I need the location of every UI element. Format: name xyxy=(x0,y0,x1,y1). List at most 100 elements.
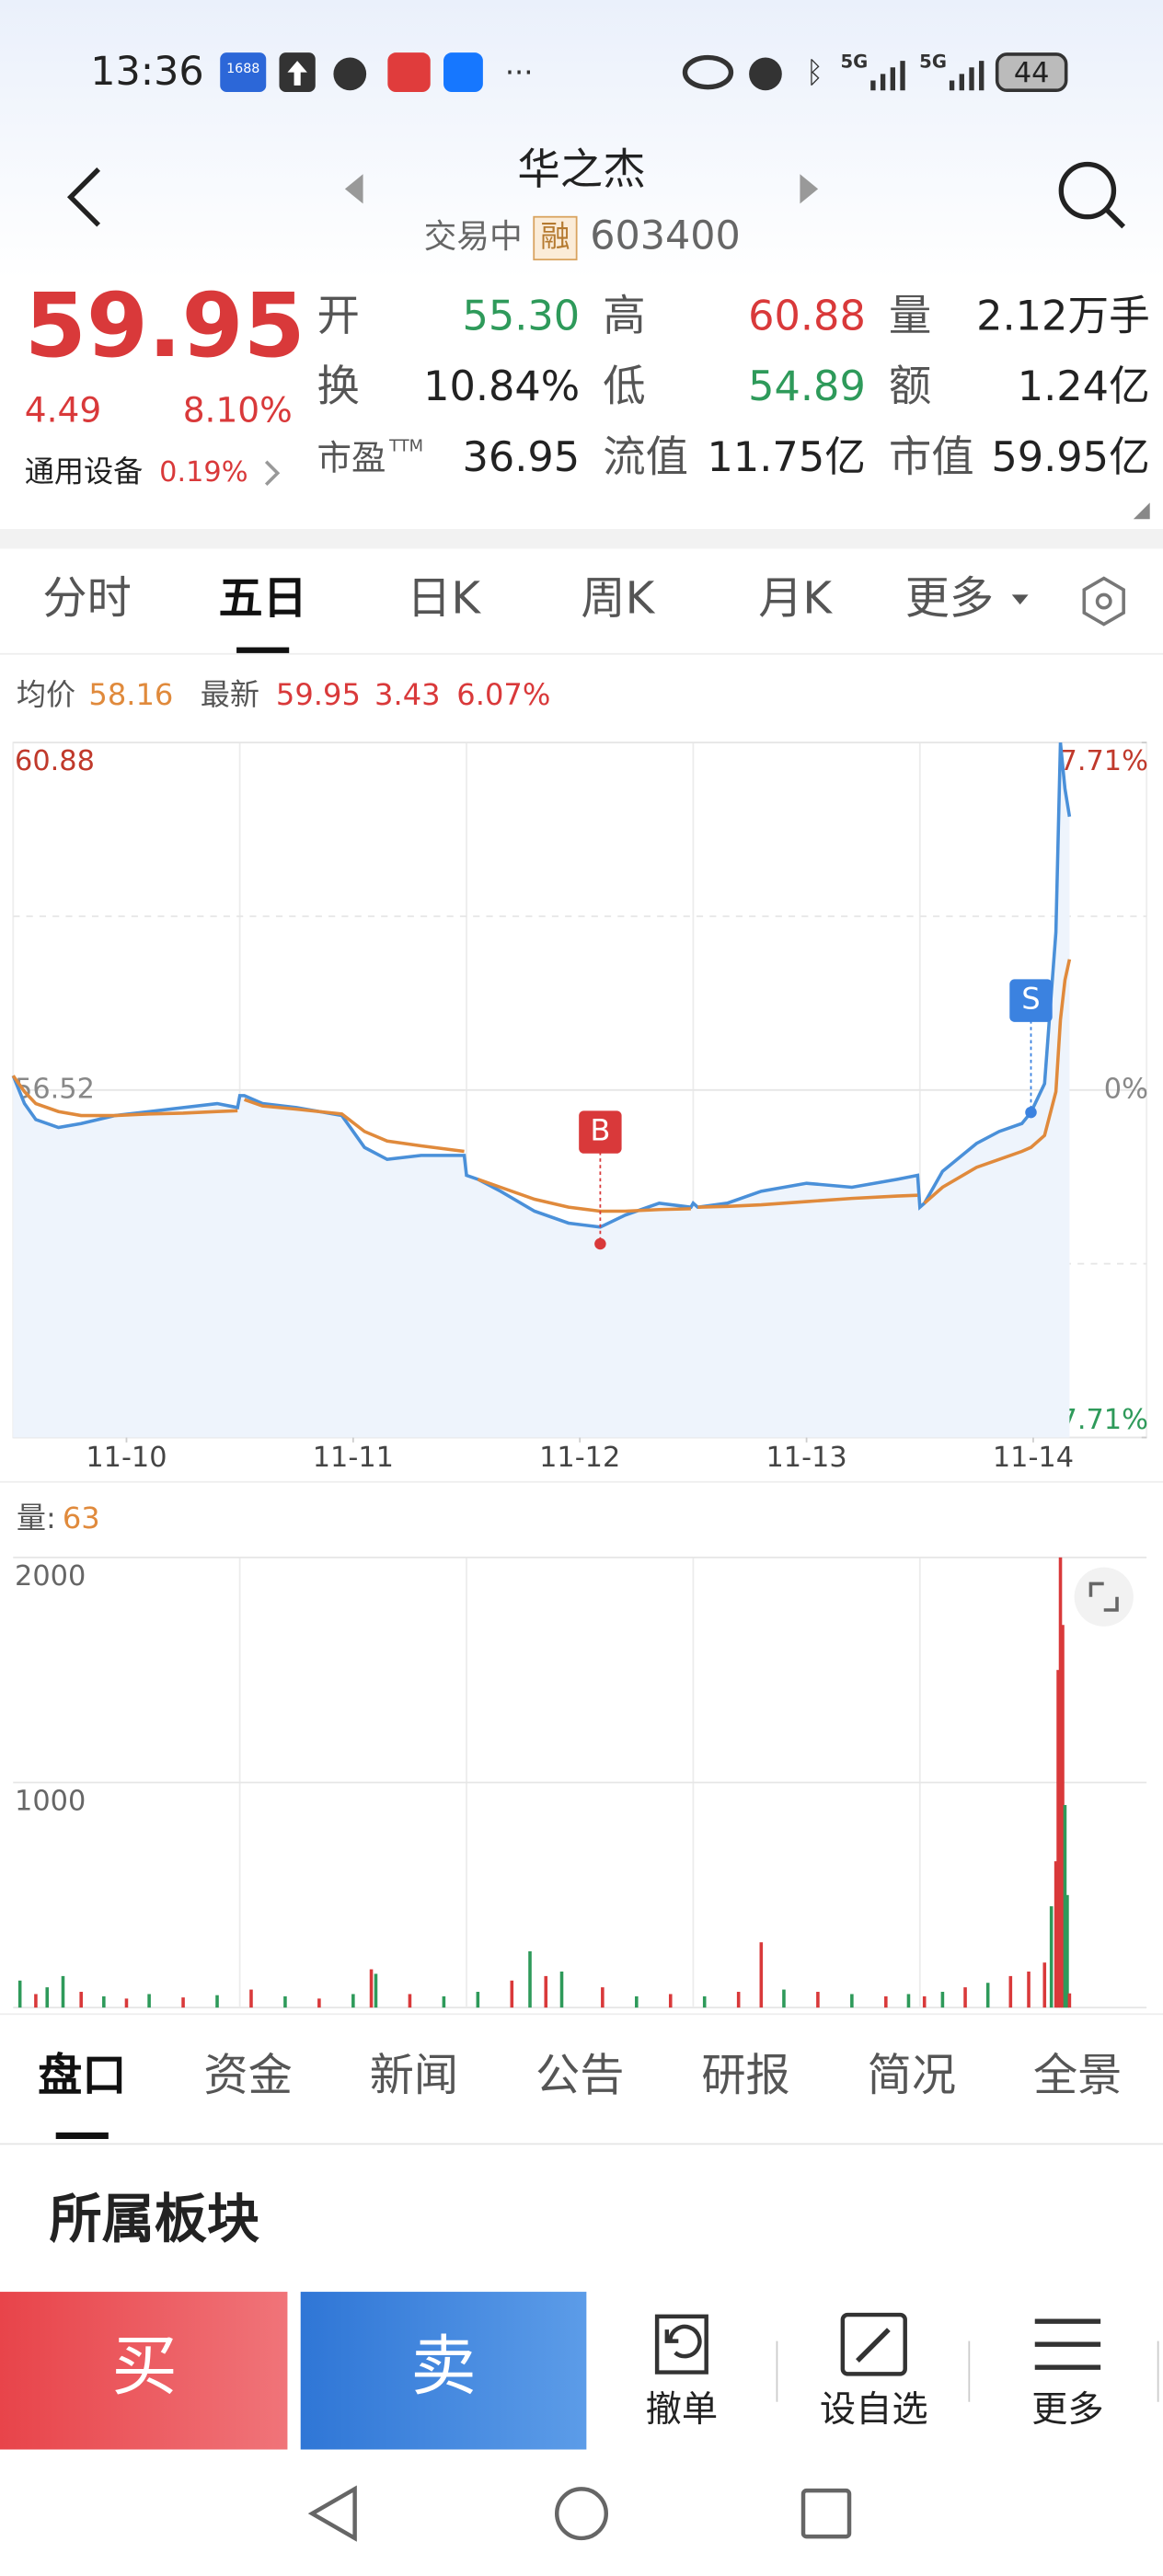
settings-button[interactable] xyxy=(1082,576,1125,627)
tab[interactable]: 新闻 xyxy=(370,2050,458,2101)
stat-value: 59.95亿 xyxy=(991,433,1149,481)
alipay-icon xyxy=(443,52,483,92)
tab[interactable]: 简况 xyxy=(868,2050,956,2101)
app-badge: 1688 xyxy=(226,62,259,76)
volume-bar xyxy=(759,1942,764,2008)
fullscreen-button[interactable] xyxy=(1074,1567,1134,1627)
tab[interactable]: 周K xyxy=(581,573,655,625)
divider-band xyxy=(0,529,1163,549)
signal-bars xyxy=(870,61,905,91)
volume-bar xyxy=(1027,1972,1031,2008)
volume-bar xyxy=(816,1992,820,2008)
signal-label: 5G xyxy=(840,51,868,72)
volume-bar xyxy=(528,1950,532,2008)
stat-value: 60.88 xyxy=(748,292,866,339)
tab[interactable]: 月K xyxy=(758,573,833,625)
volume-bar xyxy=(1054,1861,1058,2008)
chart-tabs: 分时 五日 日K 周K 月K 更多 xyxy=(42,573,1029,654)
volume-bar xyxy=(850,1994,854,2008)
cancel-icon[interactable] xyxy=(654,2314,708,2375)
volume-bar xyxy=(283,1995,287,2008)
buy-button[interactable] xyxy=(0,2292,288,2450)
eye-icon xyxy=(682,54,734,90)
next-stock[interactable] xyxy=(800,174,819,204)
tab[interactable]: 分时 xyxy=(42,573,131,625)
tab[interactable]: 更多 xyxy=(905,573,994,625)
sector-name[interactable]: 通用设备 xyxy=(25,454,143,489)
nav-home[interactable] xyxy=(554,2487,609,2541)
tab[interactable]: 全景 xyxy=(1033,2050,1122,2101)
watch-label[interactable]: 设自选 xyxy=(820,2389,928,2431)
signal-bars xyxy=(949,61,985,91)
volume-bar xyxy=(884,1995,888,2008)
watch-icon[interactable] xyxy=(840,2312,907,2376)
volume-bar xyxy=(124,1998,129,2008)
tab[interactable]: 五日 xyxy=(218,573,306,625)
alarm-icon xyxy=(749,57,782,91)
volume-bar xyxy=(782,1989,786,2008)
volume-bar xyxy=(102,1995,106,2008)
last-price: 59.95 xyxy=(25,274,305,377)
header-bg xyxy=(0,0,1163,280)
volume-bar xyxy=(601,1987,605,2008)
search-button[interactable] xyxy=(1058,161,1117,220)
volume-bar xyxy=(215,1995,219,2008)
status-time: 13:36 xyxy=(90,49,203,95)
annotation-dot xyxy=(594,1237,606,1250)
volume-bar xyxy=(544,1975,548,2008)
legend-avg-label: 均价 xyxy=(17,677,75,712)
y-tick-label: 56.52 xyxy=(15,1073,95,1105)
section-title: 所属板块 xyxy=(50,2190,259,2250)
trade-status: 交易中 xyxy=(424,218,523,256)
more-label[interactable]: 更多 xyxy=(1031,2389,1104,2431)
annotation-label: S xyxy=(1021,982,1040,1017)
stock-name: 华之杰 xyxy=(517,144,645,194)
prev-stock[interactable] xyxy=(344,174,363,204)
cancel-label[interactable]: 撤单 xyxy=(646,2389,719,2431)
x-tick-label: 11-10 xyxy=(86,1442,167,1474)
nav-back[interactable] xyxy=(307,2485,357,2542)
sector-pct: 0.19% xyxy=(159,456,248,489)
upload-arrow xyxy=(287,61,307,86)
more-icon[interactable] xyxy=(1034,2318,1101,2370)
volume-bar xyxy=(510,1980,514,2008)
volume-bar xyxy=(1058,1557,1063,2008)
stat-value: 1.24亿 xyxy=(1018,362,1150,410)
margin-label: 融 xyxy=(540,219,570,254)
tab[interactable]: 研报 xyxy=(701,2050,789,2101)
tab[interactable]: 日K xyxy=(407,573,481,625)
volume-bar xyxy=(702,1995,707,2008)
volume-bar xyxy=(1061,1625,1065,2008)
back-button[interactable] xyxy=(66,167,101,227)
buy-label: 买 xyxy=(111,2328,177,2404)
volume-bar xyxy=(922,1995,927,2008)
stat-label: 额 xyxy=(889,362,931,411)
tab-indicator xyxy=(236,647,290,654)
tab[interactable]: 资金 xyxy=(203,2050,292,2101)
annotation-badge xyxy=(1009,979,1053,1022)
search-handle xyxy=(1105,208,1126,229)
volume-bar xyxy=(940,1992,945,2008)
volume-bar xyxy=(61,1975,65,2008)
x-tick-label: 11-14 xyxy=(993,1442,1074,1474)
legend-latest-label: 最新 xyxy=(201,677,259,712)
volume-bar xyxy=(963,1987,967,2008)
tab-indicator xyxy=(55,2132,109,2139)
volume-bar xyxy=(668,1994,673,2008)
x-tick-label: 11-12 xyxy=(539,1442,620,1474)
tab[interactable]: 公告 xyxy=(535,2050,624,2101)
x-tick-label: 11-13 xyxy=(766,1442,847,1474)
volume-bar xyxy=(317,1998,321,2008)
tab[interactable]: 盘口 xyxy=(38,2050,126,2101)
volume-bar xyxy=(351,1994,355,2008)
y-tick-label: 2000 xyxy=(15,1560,86,1593)
sell-button[interactable] xyxy=(300,2292,587,2450)
nav-recent[interactable] xyxy=(800,2488,852,2539)
expand-corner[interactable] xyxy=(1133,502,1150,520)
stat-value: 2.12万手 xyxy=(976,292,1150,339)
battery xyxy=(995,52,1068,92)
y-tick-label: 60.88 xyxy=(15,745,95,777)
stat-label: 量 xyxy=(889,291,931,340)
